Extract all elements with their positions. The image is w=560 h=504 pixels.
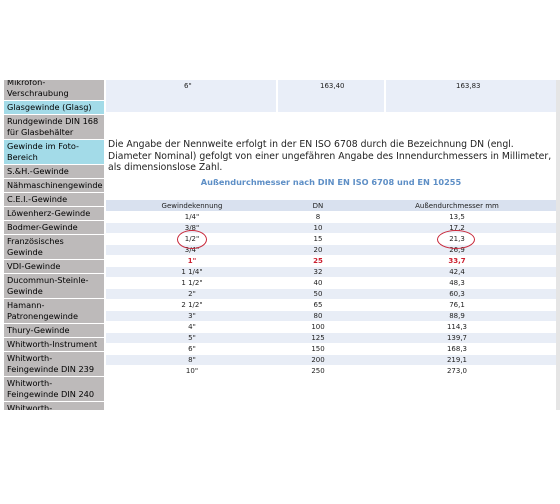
- sidebar-item[interactable]: S.&H.-Gewinde: [4, 165, 104, 179]
- intro-paragraph: Die Angabe der Nennweite erfolgt in der …: [108, 139, 552, 174]
- sidebar-item[interactable]: Bodmer-Gewinde: [4, 221, 104, 235]
- table-cell: 2": [106, 289, 278, 300]
- header-gewindekennung: Gewindekennung: [106, 200, 278, 212]
- table-cell: 48,3: [358, 278, 556, 289]
- sidebar-item[interactable]: Mikrofon-Verschraubung: [4, 80, 104, 101]
- table-row: 5" 125 139,7: [106, 333, 556, 344]
- table-row: 3" 80 88,9: [106, 311, 556, 322]
- table-cell: 5": [106, 333, 278, 344]
- table-title: Außendurchmesser nach DIN EN ISO 6708 un…: [200, 177, 462, 187]
- table-cell: 25: [278, 256, 358, 267]
- table-cell: 1 1/4": [106, 267, 278, 278]
- table-cell: 88,9: [358, 311, 556, 322]
- table-cell: 26,9: [358, 245, 556, 256]
- table-cell: 2 1/2": [106, 300, 278, 311]
- sidebar-item[interactable]: Ducommun-Steinle-Gewinde: [4, 274, 104, 299]
- circle-annotation-thread: [177, 230, 207, 249]
- table-cell: 1 1/2": [106, 278, 278, 289]
- sidebar-item[interactable]: Whitworth-Instrument: [4, 338, 104, 352]
- sidebar-item[interactable]: Gewinde im Foto-Bereich: [4, 140, 104, 165]
- sidebar-item[interactable]: Whitworth-Feingewinde DIN 240: [4, 377, 104, 402]
- sidebar-item[interactable]: Glasgewinde (Glasg): [4, 101, 104, 115]
- table-cell: 150: [278, 344, 358, 355]
- table-header-row: Gewindekennung DN Außendurchmesser mm: [106, 200, 556, 212]
- table-row: 4" 100 114,3: [106, 322, 556, 333]
- sidebar-item[interactable]: Rundgewinde DIN 168 für Glasbehälter: [4, 115, 104, 140]
- table-row: 6" 150 168,3: [106, 344, 556, 355]
- sidebar-item[interactable]: Hamann-Patronengewinde: [4, 299, 104, 324]
- table-cell: 10: [278, 223, 358, 234]
- sidebar-item[interactable]: Nähmaschinengewinde: [4, 179, 104, 193]
- table-cell: 125: [278, 333, 358, 344]
- table-cell: 80: [278, 311, 358, 322]
- table-row: 2 1/2" 65 76,1: [106, 300, 556, 311]
- sidebar-item[interactable]: Thury-Gewinde: [4, 324, 104, 338]
- table-cell: 50: [278, 289, 358, 300]
- table-cell: 40: [278, 278, 358, 289]
- table-row: 2" 50 60,3: [106, 289, 556, 300]
- table-cell: 3": [106, 311, 278, 322]
- circle-annotation-diameter: [437, 230, 475, 249]
- table-cell: 32: [278, 267, 358, 278]
- table-cell: 114,3: [358, 322, 556, 333]
- table-row: 1/4" 8 13,5: [106, 212, 556, 223]
- table-cell: 20: [278, 245, 358, 256]
- table-cell: 60,3: [358, 289, 556, 300]
- prev-row-cell-2: 163,40: [320, 82, 345, 90]
- table-cell: 273,0: [358, 366, 556, 377]
- table-cell: 65: [278, 300, 358, 311]
- table-row: 10" 250 273,0: [106, 366, 556, 377]
- sidebar-item[interactable]: Löwenherz-Gewinde: [4, 207, 104, 221]
- table-cell: 8: [278, 212, 358, 223]
- table-row: 8" 200 219,1: [106, 355, 556, 366]
- table-cell: 1": [106, 256, 278, 267]
- header-dn: DN: [278, 200, 358, 212]
- previous-table-row: 6" 163,40 163,83: [106, 80, 556, 112]
- sidebar-item[interactable]: Whitworth-Feingewinde DIN 239: [4, 352, 104, 377]
- table-row: 3/8" 10 17,2: [106, 223, 556, 234]
- diameter-table: Gewindekennung DN Außendurchmesser mm 1/…: [106, 200, 556, 377]
- sidebar-item[interactable]: Whitworth-Feingewinde: [4, 402, 104, 410]
- table-cell: 15: [278, 234, 358, 245]
- table-row: 1 1/2" 40 48,3: [106, 278, 556, 289]
- table-row: 1/2" 15 21,3: [106, 234, 556, 245]
- table-cell: 1/4": [106, 212, 278, 223]
- page-scrollbar[interactable]: [556, 80, 560, 410]
- table-cell: 139,7: [358, 333, 556, 344]
- header-aussendurchmesser: Außendurchmesser mm: [358, 200, 556, 212]
- table-cell: 219,1: [358, 355, 556, 366]
- table-row: 3/4" 20 26,9: [106, 245, 556, 256]
- table-cell: 76,1: [358, 300, 556, 311]
- table-cell: 42,4: [358, 267, 556, 278]
- main-content: 6" 163,40 163,83 Die Angabe der Nennweit…: [106, 80, 560, 410]
- prev-row-cell-3: 163,83: [456, 82, 481, 90]
- page-frame: Mikrofon-Verschraubung Glasgewinde (Glasg…: [0, 80, 560, 410]
- table-row: 1 1/4" 32 42,4: [106, 267, 556, 278]
- sidebar-nav: Mikrofon-Verschraubung Glasgewinde (Glasg…: [4, 80, 104, 410]
- table-cell: 6": [106, 344, 278, 355]
- sidebar-item[interactable]: VDI-Gewinde: [4, 260, 104, 274]
- table-cell: 200: [278, 355, 358, 366]
- prev-row-cell-1: 6": [184, 82, 192, 90]
- table-cell: 10": [106, 366, 278, 377]
- table-cell: 100: [278, 322, 358, 333]
- table-cell: 168,3: [358, 344, 556, 355]
- table-cell: 33,7: [358, 256, 556, 267]
- table-cell: 8": [106, 355, 278, 366]
- sidebar-item[interactable]: Französisches Gewinde: [4, 235, 104, 260]
- table-cell: 3/4": [106, 245, 278, 256]
- table-cell: 250: [278, 366, 358, 377]
- sidebar-item[interactable]: C.E.I.-Gewinde: [4, 193, 104, 207]
- table-row: 1" 25 33,7: [106, 256, 556, 267]
- table-cell: 13,5: [358, 212, 556, 223]
- table-cell: 4": [106, 322, 278, 333]
